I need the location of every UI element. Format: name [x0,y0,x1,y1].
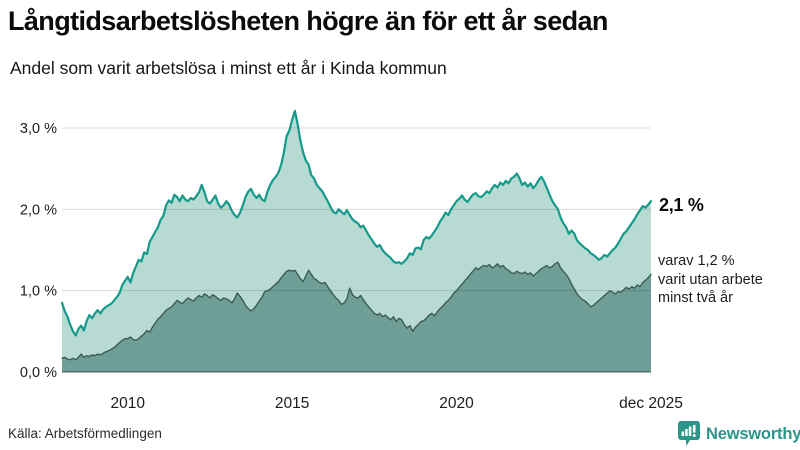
line-minst-ett-ar [60,109,653,337]
x-axis-label: 2015 [275,395,309,412]
two-year-share-label: varav 1,2 % varit utan arbete minst två … [658,253,763,306]
x-axis-label: dec 2025 [619,395,683,412]
latest-value-label: 2,1 % [659,195,704,215]
chart-subtitle: Andel som varit arbetslösa i minst ett å… [10,58,447,78]
source-note: Källa: Arbetsförmedlingen [8,426,162,441]
y-axis-label: 2,0 % [20,202,57,218]
brand-name: Newsworthy [706,424,800,443]
x-axis-label: 2020 [439,395,474,412]
x-axis-label: 2010 [110,395,145,412]
y-axis-label: 3,0 % [20,121,57,137]
y-axis-label: 1,0 % [20,284,57,300]
area-minst-tva-ar [62,262,651,372]
page-title: Långtidsarbetslösheten högre än för ett … [8,6,608,36]
newsworthy-bubble-chart-icon [678,421,700,446]
line-minst-tva-ar [61,261,652,361]
newsworthy-logo: Newsworthy [678,421,800,447]
y-axis-label: 0,0 % [20,365,57,381]
